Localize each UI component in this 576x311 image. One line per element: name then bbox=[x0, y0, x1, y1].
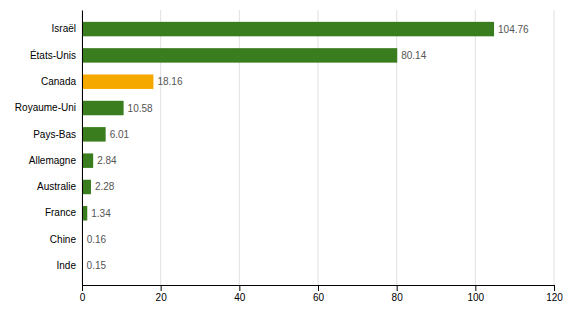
x-tick-mark bbox=[397, 285, 398, 291]
x-tick-label: 20 bbox=[156, 292, 168, 303]
x-tick: 120 bbox=[546, 285, 563, 303]
y-axis-line bbox=[82, 11, 83, 286]
data-label: 6.01 bbox=[110, 129, 130, 140]
data-label: 18.16 bbox=[157, 76, 182, 87]
x-tick: 80 bbox=[392, 285, 404, 303]
bar bbox=[82, 48, 397, 62]
x-axis-line bbox=[83, 286, 555, 292]
y-tick: Royaume-Uni bbox=[15, 102, 82, 113]
y-tick-label: France bbox=[45, 207, 77, 218]
x-tick-mark bbox=[318, 285, 319, 291]
y-tick: Inde bbox=[57, 260, 82, 271]
x-tick-label: 40 bbox=[234, 292, 246, 303]
data-label: 1.34 bbox=[91, 208, 111, 219]
chart: 0 20 40 60 80 100 120 Inde Chine France Australie A… bbox=[0, 0, 576, 311]
y-tick: Canada bbox=[41, 76, 82, 87]
y-tick-label: Israël bbox=[52, 23, 76, 34]
x-tick-mark bbox=[475, 285, 476, 291]
y-tick-label: États-Unis bbox=[30, 49, 76, 61]
y-axis: Inde Chine France Australie Allemagne Pays-Ba… bbox=[15, 11, 83, 286]
x-tick: 60 bbox=[313, 285, 325, 303]
y-tick-label: Chine bbox=[50, 234, 77, 245]
x-tick-label: 60 bbox=[313, 292, 325, 303]
grid-line bbox=[82, 10, 83, 285]
y-tick-label: Pays-Bas bbox=[33, 129, 76, 140]
data-label: 80.14 bbox=[401, 50, 426, 61]
data-label: 2.84 bbox=[97, 155, 117, 166]
x-tick-label: 120 bbox=[546, 292, 563, 303]
x-tick-label: 100 bbox=[467, 292, 484, 303]
data-label: 0.16 bbox=[87, 234, 107, 245]
y-tick: Chine bbox=[50, 234, 82, 245]
y-tick: Australie bbox=[37, 181, 82, 192]
y-tick-label: Canada bbox=[41, 76, 76, 87]
y-tick-label: Inde bbox=[57, 260, 77, 271]
y-tick-label: Royaume-Uni bbox=[15, 102, 76, 113]
x-tick: 100 bbox=[467, 285, 484, 303]
data-label: 2.28 bbox=[95, 181, 115, 192]
data-labels: 0.15 0.16 1.34 2.28 2.84 6.01 10.58 18.16 80.14 1… bbox=[87, 24, 529, 272]
grid-line bbox=[554, 10, 555, 285]
y-tick: États-Unis bbox=[30, 49, 82, 61]
x-tick-mark bbox=[554, 285, 555, 291]
plot: 0 20 40 60 80 100 120 Inde Chine France Australie A… bbox=[15, 10, 563, 303]
bar bbox=[82, 74, 153, 88]
bar bbox=[82, 127, 106, 141]
x-tick-label: 0 bbox=[80, 292, 86, 303]
data-label: 0.15 bbox=[87, 260, 107, 271]
bar bbox=[82, 101, 124, 115]
bar bbox=[82, 153, 93, 167]
x-axis: 0 20 40 60 80 100 120 bbox=[80, 285, 564, 303]
x-tick-label: 80 bbox=[392, 292, 404, 303]
x-tick-mark bbox=[82, 285, 83, 291]
bar bbox=[82, 22, 494, 36]
grid-line bbox=[475, 10, 476, 285]
x-tick-mark bbox=[161, 285, 162, 291]
y-tick: Israël bbox=[52, 23, 82, 34]
bars bbox=[82, 22, 494, 273]
x-tick: 40 bbox=[234, 285, 246, 303]
data-label: 104.76 bbox=[498, 24, 529, 35]
x-tick-mark bbox=[239, 285, 240, 291]
y-tick-label: Australie bbox=[37, 181, 76, 192]
x-tick: 20 bbox=[156, 285, 168, 303]
x-tick: 0 bbox=[80, 285, 86, 303]
bar bbox=[82, 180, 91, 194]
data-label: 10.58 bbox=[128, 103, 153, 114]
y-tick: France bbox=[45, 207, 82, 218]
y-tick: Pays-Bas bbox=[33, 129, 82, 140]
grid bbox=[82, 10, 554, 285]
y-tick: Allemagne bbox=[29, 155, 82, 166]
y-tick-label: Allemagne bbox=[29, 155, 77, 166]
